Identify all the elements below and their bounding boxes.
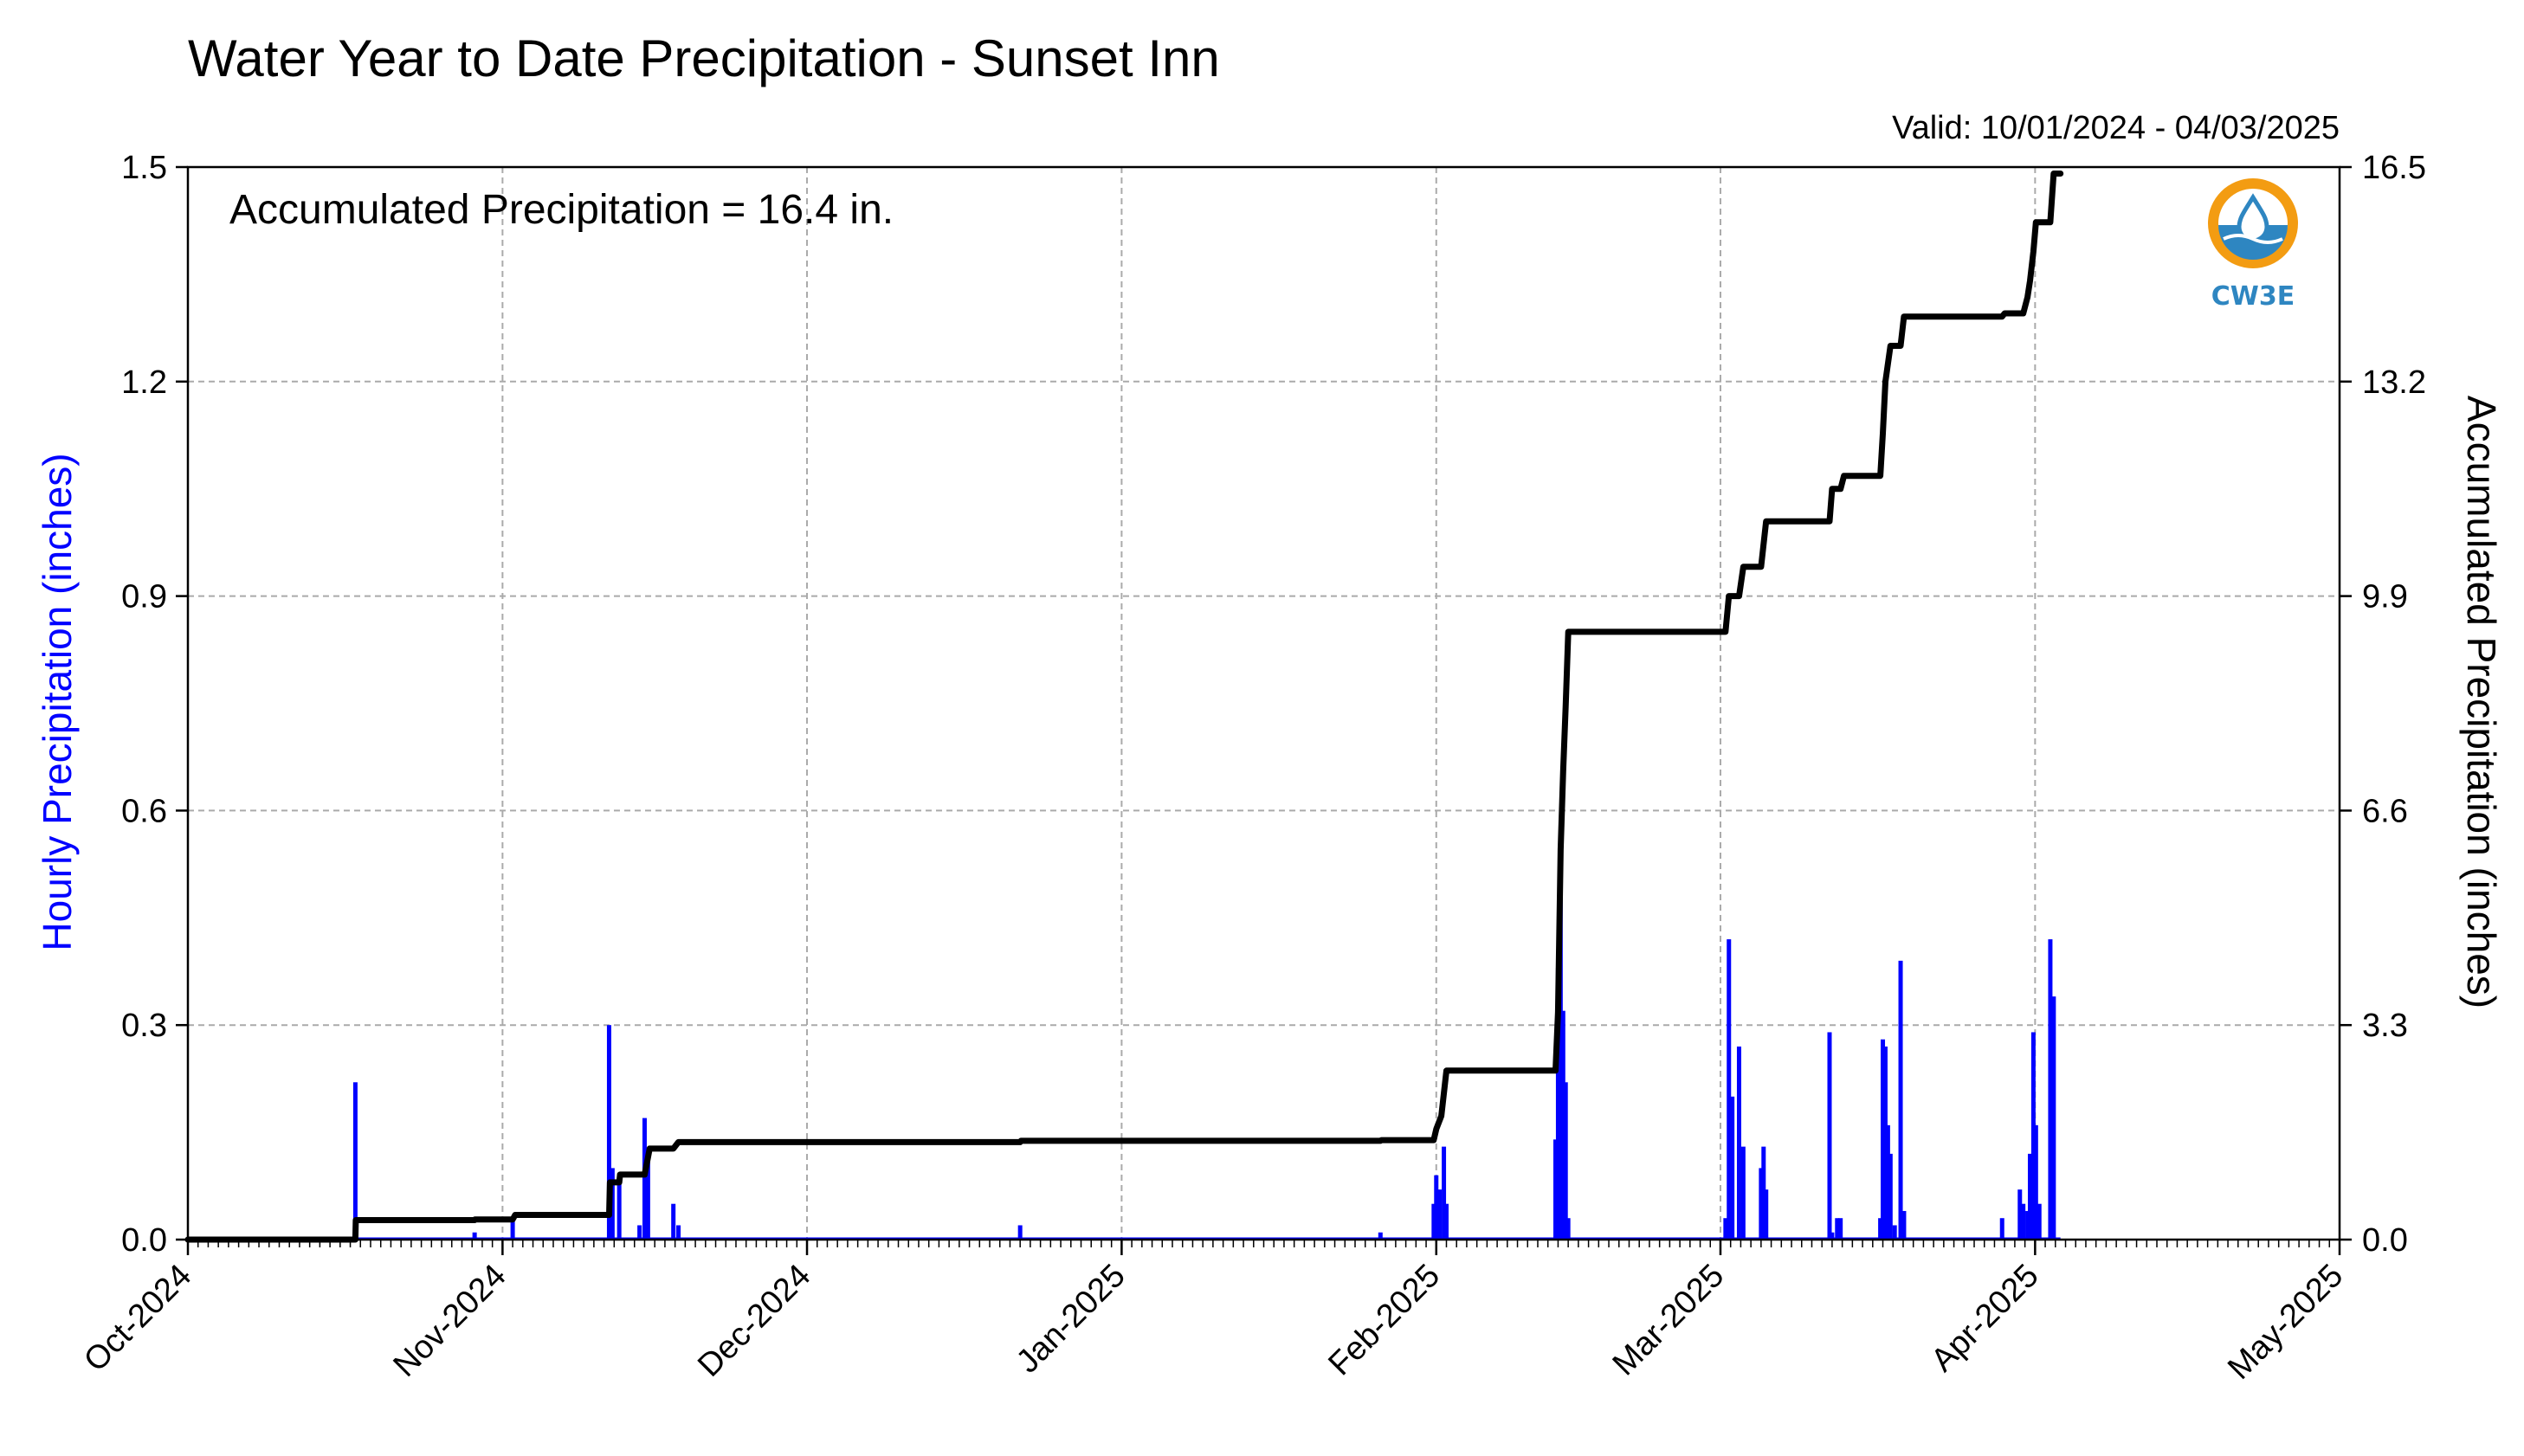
cw3e-logo: CW3E xyxy=(2208,178,2298,312)
hourly-precip-bar xyxy=(2051,996,2056,1240)
right-y-tick-label: 6.6 xyxy=(2362,793,2408,829)
hourly-precip-bar xyxy=(472,1232,477,1240)
hourly-precip-bar xyxy=(1827,1032,1832,1240)
right-y-tick-label: 16.5 xyxy=(2362,150,2426,186)
hourly-precip-bar xyxy=(1736,1046,1741,1240)
logo-wave-icon xyxy=(2223,234,2283,244)
hourly-precip-bar xyxy=(1761,1146,1766,1240)
chart-title: Water Year to Date Precipitation - Sunse… xyxy=(188,29,1220,87)
left-y-tick-label: 1.5 xyxy=(121,150,167,186)
logo-text: CW3E xyxy=(2211,281,2295,312)
hourly-precip-bar xyxy=(1378,1232,1383,1240)
hourly-precip-bar xyxy=(1560,1010,1565,1240)
left-y-tick-label: 0.3 xyxy=(121,1008,167,1044)
hourly-precip-bar xyxy=(642,1118,647,1240)
hourly-precip-bar xyxy=(1730,1096,1735,1240)
hourly-precip-bar xyxy=(1835,1218,1840,1240)
hourly-precip-bar xyxy=(1723,1218,1728,1240)
left-y-tick-label: 0.9 xyxy=(121,579,167,615)
hourly-precip-bar xyxy=(606,1025,611,1240)
left-y-axis: 0.0 0.3 0.6 0.9 1.2 1.5 xyxy=(121,150,188,1259)
hourly-precip-bar xyxy=(637,1225,642,1240)
hourly-precip-bar xyxy=(616,1182,622,1240)
hourly-precip-bar xyxy=(1881,1039,1886,1240)
hourly-precip-bar xyxy=(645,1153,650,1240)
left-y-tick-label: 1.2 xyxy=(121,364,167,401)
hourly-precip-bar xyxy=(1565,1218,1571,1240)
right-y-tick-label: 9.9 xyxy=(2362,579,2408,615)
hourly-bars xyxy=(188,846,2061,1240)
grid-lines xyxy=(188,167,2340,1240)
right-y-tick-label: 3.3 xyxy=(2362,1008,2408,1044)
hourly-precip-bar xyxy=(1563,1082,1568,1240)
hourly-precip-bar xyxy=(1759,1168,1764,1240)
left-y-tick-label: 0.0 xyxy=(121,1222,167,1259)
hourly-precip-bar xyxy=(1552,1139,1558,1240)
hourly-precip-bar xyxy=(1558,846,1563,1240)
left-y-tick-label: 0.6 xyxy=(121,793,167,829)
hourly-precip-bar xyxy=(1555,968,1560,1240)
hourly-precip-bar xyxy=(1830,1232,1835,1240)
hourly-precip-bar xyxy=(1431,1203,1436,1240)
hourly-precip-bar xyxy=(2033,1124,2038,1240)
left-axis-title: Hourly Precipitation (inches) xyxy=(35,453,80,950)
hourly-precip-bar xyxy=(1878,1218,1883,1240)
hourly-precip-bar xyxy=(671,1203,676,1240)
hourly-precip-bar xyxy=(1901,1210,1907,1240)
right-y-axis: 0.0 3.3 6.6 9.9 13.2 16.5 xyxy=(2340,150,2426,1259)
right-y-tick-label: 0.0 xyxy=(2362,1222,2408,1259)
hourly-precip-bar xyxy=(1882,1046,1888,1240)
hourly-precip-bar xyxy=(1740,1146,1746,1240)
accumulated-line-group xyxy=(184,171,2064,1243)
right-axis-title: Accumulated Precipitation (inches) xyxy=(2459,396,2504,1008)
hourly-precip-bar xyxy=(1434,1175,1439,1240)
hourly-precip-bar xyxy=(1999,1218,2004,1240)
hourly-precip-bar xyxy=(1892,1225,1897,1240)
accumulated-precip-line xyxy=(184,171,2064,1243)
hourly-precip-bar xyxy=(1888,1153,1893,1240)
hourly-precip-bar xyxy=(2030,1032,2036,1240)
hourly-precip-bar xyxy=(2048,939,2053,1240)
hourly-precip-bar xyxy=(1442,1146,1447,1240)
hourly-precip-bar xyxy=(2017,1189,2023,1240)
valid-date-range: Valid: 10/01/2024 - 04/03/2025 xyxy=(1892,110,2340,146)
hourly-precip-bar xyxy=(1017,1225,1023,1240)
hourly-precip-bar xyxy=(610,1168,615,1240)
hourly-precip-bar xyxy=(1898,960,1903,1240)
hourly-precip-bar xyxy=(2027,1153,2032,1240)
hourly-precip-bar xyxy=(2025,1210,2030,1240)
hourly-precip-bar xyxy=(1838,1218,1843,1240)
hourly-precip-bar xyxy=(1764,1189,1769,1240)
hourly-precip-bar xyxy=(2037,1203,2042,1240)
hourly-precip-bar xyxy=(1727,939,1732,1240)
hourly-precip-bar xyxy=(2021,1203,2026,1240)
hourly-precip-bar xyxy=(510,1218,515,1240)
hourly-precip-bar xyxy=(676,1225,681,1240)
accumulated-total-annotation: Accumulated Precipitation = 16.4 in. xyxy=(229,187,894,233)
hourly-precip-bar xyxy=(352,1082,358,1240)
hourly-precip-bar xyxy=(1443,1203,1449,1240)
hourly-precip-bar xyxy=(1885,1124,1890,1240)
hourly-precip-bar xyxy=(1437,1189,1443,1240)
right-y-tick-label: 13.2 xyxy=(2362,364,2426,401)
